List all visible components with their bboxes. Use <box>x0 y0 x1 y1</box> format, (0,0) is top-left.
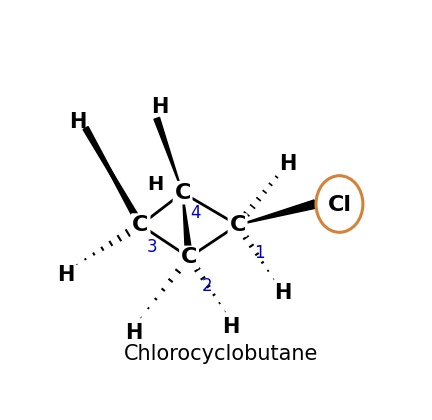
Text: H: H <box>147 175 163 194</box>
Text: Cl: Cl <box>327 194 352 215</box>
Polygon shape <box>238 200 316 225</box>
Ellipse shape <box>316 176 363 232</box>
Text: C: C <box>175 183 191 203</box>
Text: C: C <box>229 215 246 235</box>
Text: H: H <box>222 317 240 337</box>
Text: 3: 3 <box>147 238 158 256</box>
Text: 2: 2 <box>202 277 213 295</box>
Polygon shape <box>183 193 193 258</box>
Text: 1: 1 <box>254 244 264 262</box>
Polygon shape <box>86 128 143 227</box>
Text: H: H <box>57 265 75 285</box>
Text: H: H <box>151 97 168 117</box>
Text: H: H <box>279 154 296 173</box>
Text: H: H <box>125 323 143 344</box>
Text: H: H <box>274 283 292 303</box>
Text: H: H <box>69 112 86 131</box>
Polygon shape <box>83 126 140 225</box>
Text: Chlorocyclobutane: Chlorocyclobutane <box>124 344 318 364</box>
Polygon shape <box>154 117 183 193</box>
Text: C: C <box>132 215 149 235</box>
Text: 4: 4 <box>191 204 201 222</box>
Text: C: C <box>181 247 197 268</box>
